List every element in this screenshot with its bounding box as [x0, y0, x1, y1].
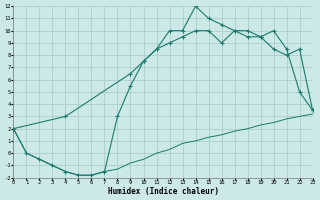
X-axis label: Humidex (Indice chaleur): Humidex (Indice chaleur) — [108, 187, 219, 196]
